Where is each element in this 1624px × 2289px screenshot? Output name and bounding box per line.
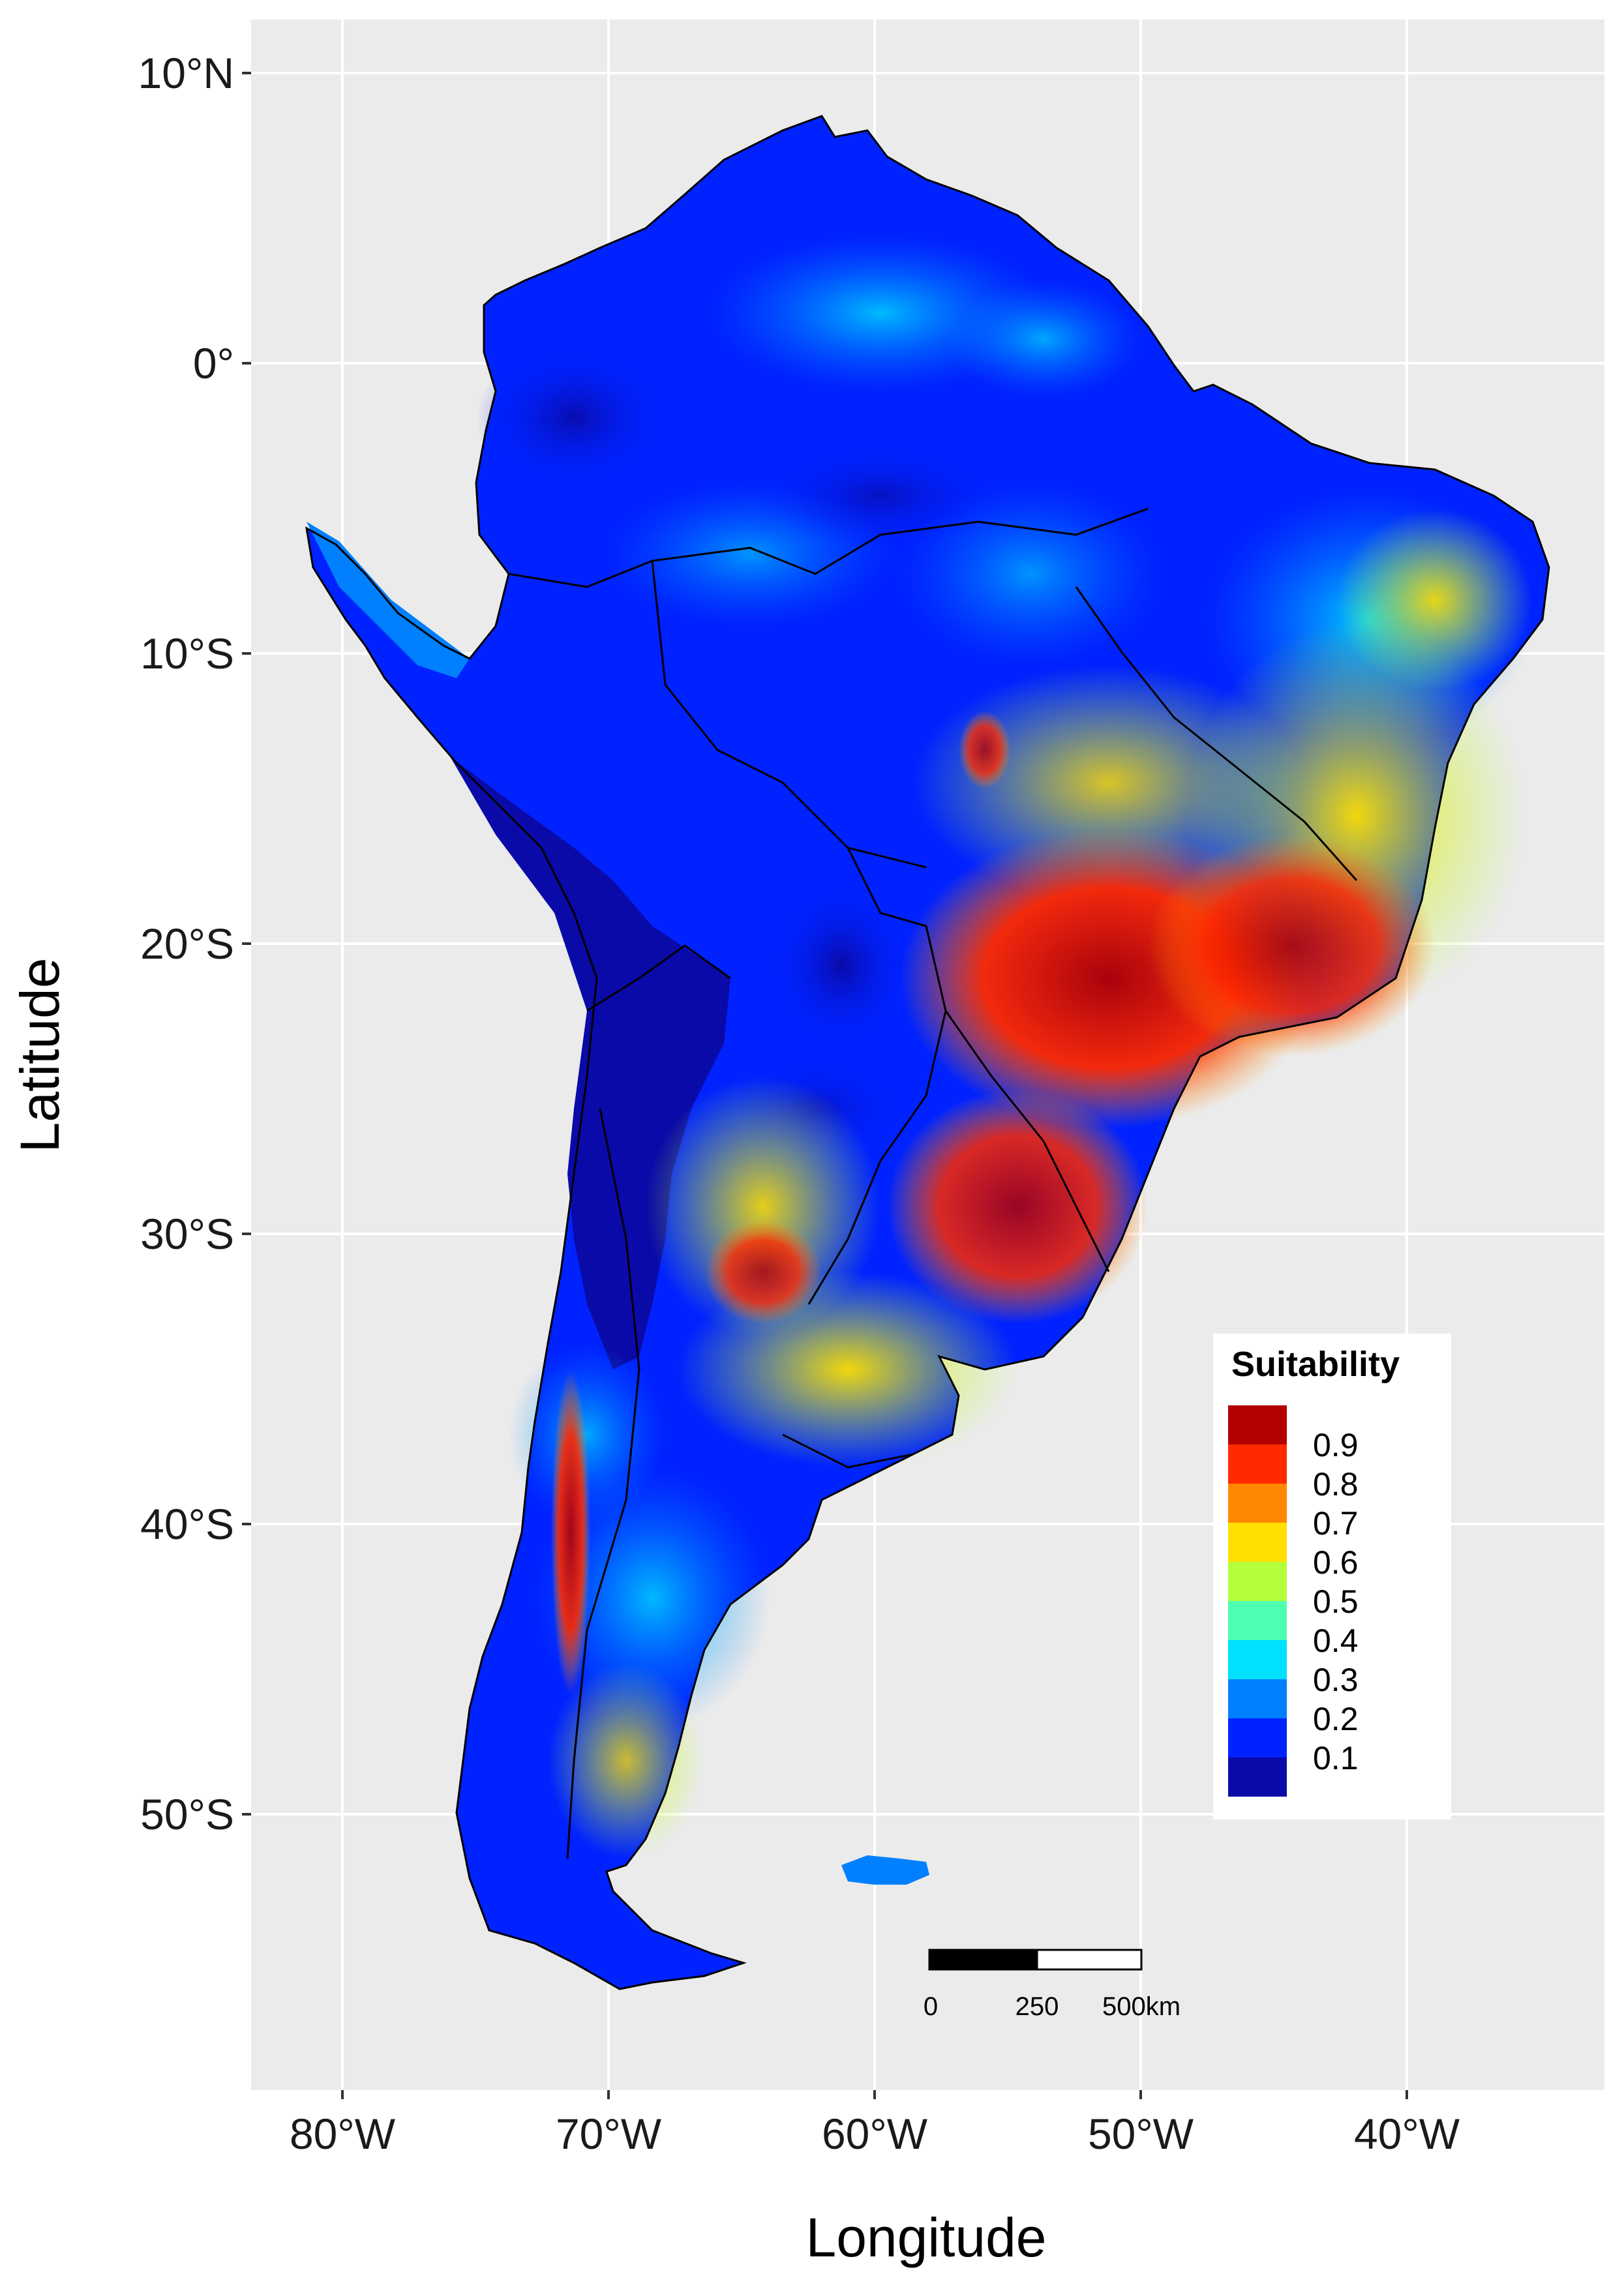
falkland-islands (841, 1855, 929, 1885)
patagonia-cyan-patch (509, 1343, 665, 1526)
y-tick-label: 20°S (140, 920, 234, 968)
legend: Suitability 0.90.80.70.60.50.40.30.20.1 (1213, 1334, 1451, 1819)
central-yellow-patch (913, 665, 1304, 900)
legend-label: 0.6 (1313, 1544, 1359, 1581)
patagonia-cyan-patch (535, 1467, 770, 1728)
brazil-red-core (1148, 835, 1435, 1056)
scale-label-500km: 500km (1102, 1992, 1180, 2021)
scale-bar-white-segment (1036, 1949, 1143, 1971)
scale-label-250: 250 (1015, 1992, 1059, 2021)
y-tick-label: 50°S (140, 1790, 234, 1838)
legend-swatch (1228, 1679, 1287, 1718)
y-tick-label: 10°N (138, 49, 234, 97)
x-tick-label: 40°W (1354, 2110, 1460, 2158)
legend-label: 0.9 (1313, 1427, 1359, 1463)
x-tick-label: 70°W (556, 2110, 662, 2158)
y-axis-title: Latitude (9, 958, 70, 1153)
legend-label: 0.1 (1313, 1740, 1359, 1776)
legend-label: 0.3 (1313, 1662, 1359, 1698)
y-tick-label: 30°S (140, 1210, 234, 1258)
argentina-red-patch (704, 1219, 822, 1324)
legend-swatch (1228, 1562, 1287, 1601)
scale-bar-black-segment (928, 1949, 1038, 1971)
legend-label: 0.8 (1313, 1466, 1359, 1503)
amazon-darkblue-patch (763, 443, 998, 548)
y-tick-label: 0° (193, 339, 234, 387)
legend-swatch (1228, 1758, 1287, 1797)
legend-swatch (1228, 1601, 1287, 1640)
patagonia-yellow-patch (548, 1663, 704, 1859)
continent-outline (305, 115, 1550, 1990)
legend-title: Suitability (1231, 1345, 1400, 1384)
legend-swatch (1228, 1718, 1287, 1758)
country-boundaries (508, 507, 1358, 1859)
legend-swatch (1228, 1444, 1287, 1484)
scale-label-0: 0 (924, 1992, 938, 2021)
x-tick-label: 50°W (1088, 2110, 1194, 2158)
mato-grosso-red-patch (959, 711, 1011, 789)
legend-bins: 0.90.80.70.60.50.40.30.20.1 (1228, 1405, 1359, 1797)
legend-swatch (1228, 1523, 1287, 1562)
y-axis-ticks: 10°N 0° 10°S 20°S 30°S 40°S 50°S (138, 49, 251, 1838)
legend-label: 0.4 (1313, 1623, 1359, 1659)
x-axis-title: Longitude (805, 2207, 1046, 2268)
scale-bar: 0 250 500km (924, 1949, 1180, 2021)
north-cyan-patch (946, 280, 1141, 398)
andes-red-strip (551, 1369, 590, 1696)
x-axis-ticks: 80°W 70°W 60°W 50°W 40°W (290, 2090, 1460, 2158)
uruguay-red-patch (887, 1089, 1148, 1324)
suitability-raster (305, 115, 1550, 1990)
legend-label: 0.2 (1313, 1701, 1359, 1737)
chaco-darkblue-patch (770, 880, 913, 1050)
y-tick-label: 10°S (140, 629, 234, 678)
legend-label: 0.5 (1313, 1583, 1359, 1620)
legend-swatch (1228, 1484, 1287, 1523)
x-tick-label: 80°W (290, 2110, 396, 2158)
x-tick-label: 60°W (822, 2110, 928, 2158)
legend-swatch (1228, 1405, 1287, 1444)
north-darkblue-patch (476, 346, 672, 489)
legend-swatch (1228, 1640, 1287, 1679)
y-tick-label: 40°S (140, 1500, 234, 1548)
legend-label: 0.7 (1313, 1505, 1359, 1542)
